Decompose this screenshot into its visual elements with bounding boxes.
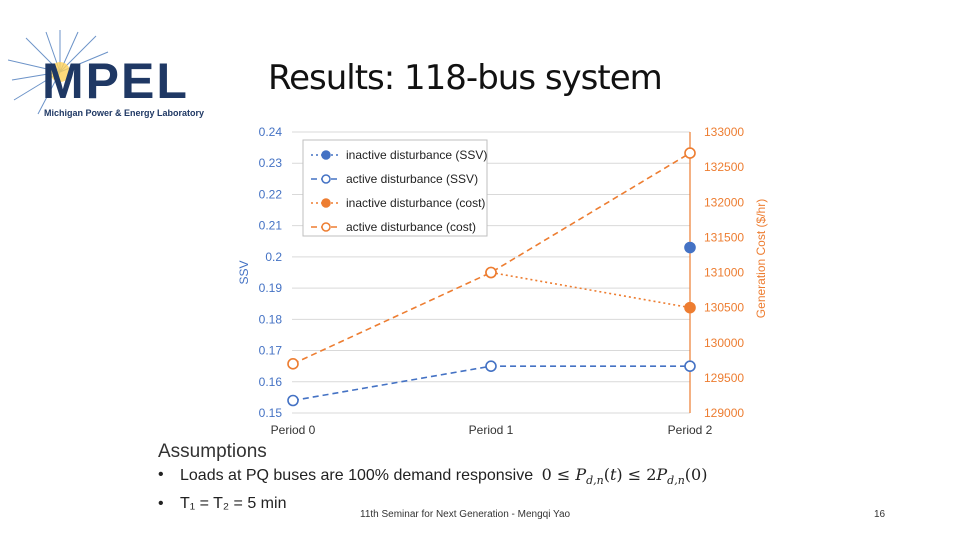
x-axis-category-label: Period 0 xyxy=(271,423,316,437)
right-axis-tick-label: 131500 xyxy=(704,230,744,244)
right-axis-tick-label: 132000 xyxy=(704,195,744,209)
results-chart: 0.24 0.23 0.22 0.21 0.2 0.19 0.18 0.17 0.16 0.15 1… xyxy=(228,118,788,448)
left-axis-tick-label: 0.21 xyxy=(259,219,283,233)
left-axis-tick-label: 0.15 xyxy=(259,406,283,420)
right-axis-tick-label: 129500 xyxy=(704,371,744,385)
data-point xyxy=(485,360,497,372)
x-axis-category-label: Period 2 xyxy=(668,423,713,437)
right-axis-title: Generation Cost ($/hr) xyxy=(754,199,768,318)
left-axis-tick-label: 0.17 xyxy=(259,344,283,358)
right-axis-tick-label: 130000 xyxy=(704,336,744,350)
data-point xyxy=(287,358,299,370)
assumption-text-loads: Loads at PQ buses are 100% demand respon… xyxy=(180,467,534,484)
assumption-item-periods: T₁ = T₂ = 5 min xyxy=(158,492,707,515)
slide-title: Results: 118-bus system xyxy=(268,58,663,98)
logo-acronym: MPEL xyxy=(42,53,189,109)
series-line xyxy=(292,152,691,365)
legend-box xyxy=(302,139,488,237)
x-axis-category-label: Period 1 xyxy=(469,423,514,437)
right-axis-tick-label: 130500 xyxy=(704,301,744,315)
left-axis-tick-label: 0.16 xyxy=(259,375,283,389)
right-axis-tick-label: 132500 xyxy=(704,160,744,174)
footer-text: 11th Seminar for Next Generation - Mengq… xyxy=(360,509,571,520)
legend-marker xyxy=(321,150,331,160)
legend-label: inactive disturbance (SSV) xyxy=(346,148,487,162)
assumptions-title: Assumptions xyxy=(158,441,267,462)
left-axis-tick-label: 0.24 xyxy=(259,125,283,139)
mpel-logo: MPEL Michigan Power & Energy Laboratory xyxy=(7,30,228,122)
data-point xyxy=(684,360,696,372)
data-point xyxy=(684,147,696,159)
left-axis-tick-label: 0.18 xyxy=(259,312,283,326)
chart-svg: 0.24 0.23 0.22 0.21 0.2 0.19 0.18 0.17 0.16 0.15 1… xyxy=(237,125,768,437)
logo-lab-name: Michigan Power & Energy Laboratory xyxy=(44,108,204,118)
left-axis-tick-label: 0.2 xyxy=(265,250,282,264)
right-axis-tick-label: 129000 xyxy=(704,406,744,420)
assumptions-section: Assumptions Loads at PQ buses are 100% d… xyxy=(158,441,707,515)
left-axis-tick-label: 0.22 xyxy=(259,187,283,201)
logo-graphic: MPEL Michigan Power & Energy Laboratory xyxy=(7,30,204,118)
right-axis-tick-label: 133000 xyxy=(704,125,744,139)
legend-marker xyxy=(321,174,331,184)
legend-label: active disturbance (cost) xyxy=(346,220,476,234)
demand-formula: 0 ≤ Pd,n(t) ≤ 2Pd,n(0) xyxy=(541,465,708,488)
legend-marker xyxy=(321,198,331,208)
legend-marker xyxy=(321,222,331,232)
data-point xyxy=(684,241,696,254)
data-point xyxy=(287,394,299,407)
data-point xyxy=(485,266,497,279)
left-axis-tick-label: 0.23 xyxy=(259,156,283,170)
page-number: 16 xyxy=(874,509,886,520)
legend-label: active disturbance (SSV) xyxy=(346,172,478,186)
series-line xyxy=(490,271,691,309)
right-axis-tick-label: 131000 xyxy=(704,266,744,280)
assumption-text-periods: T₁ = T₂ = 5 min xyxy=(180,495,287,513)
legend-label: inactive disturbance (cost) xyxy=(346,196,485,210)
data-point xyxy=(684,301,696,314)
assumption-item-loads: Loads at PQ buses are 100% demand respon… xyxy=(158,463,707,492)
left-axis-tick-label: 0.19 xyxy=(259,281,283,295)
left-axis-title: SSV xyxy=(237,260,251,284)
